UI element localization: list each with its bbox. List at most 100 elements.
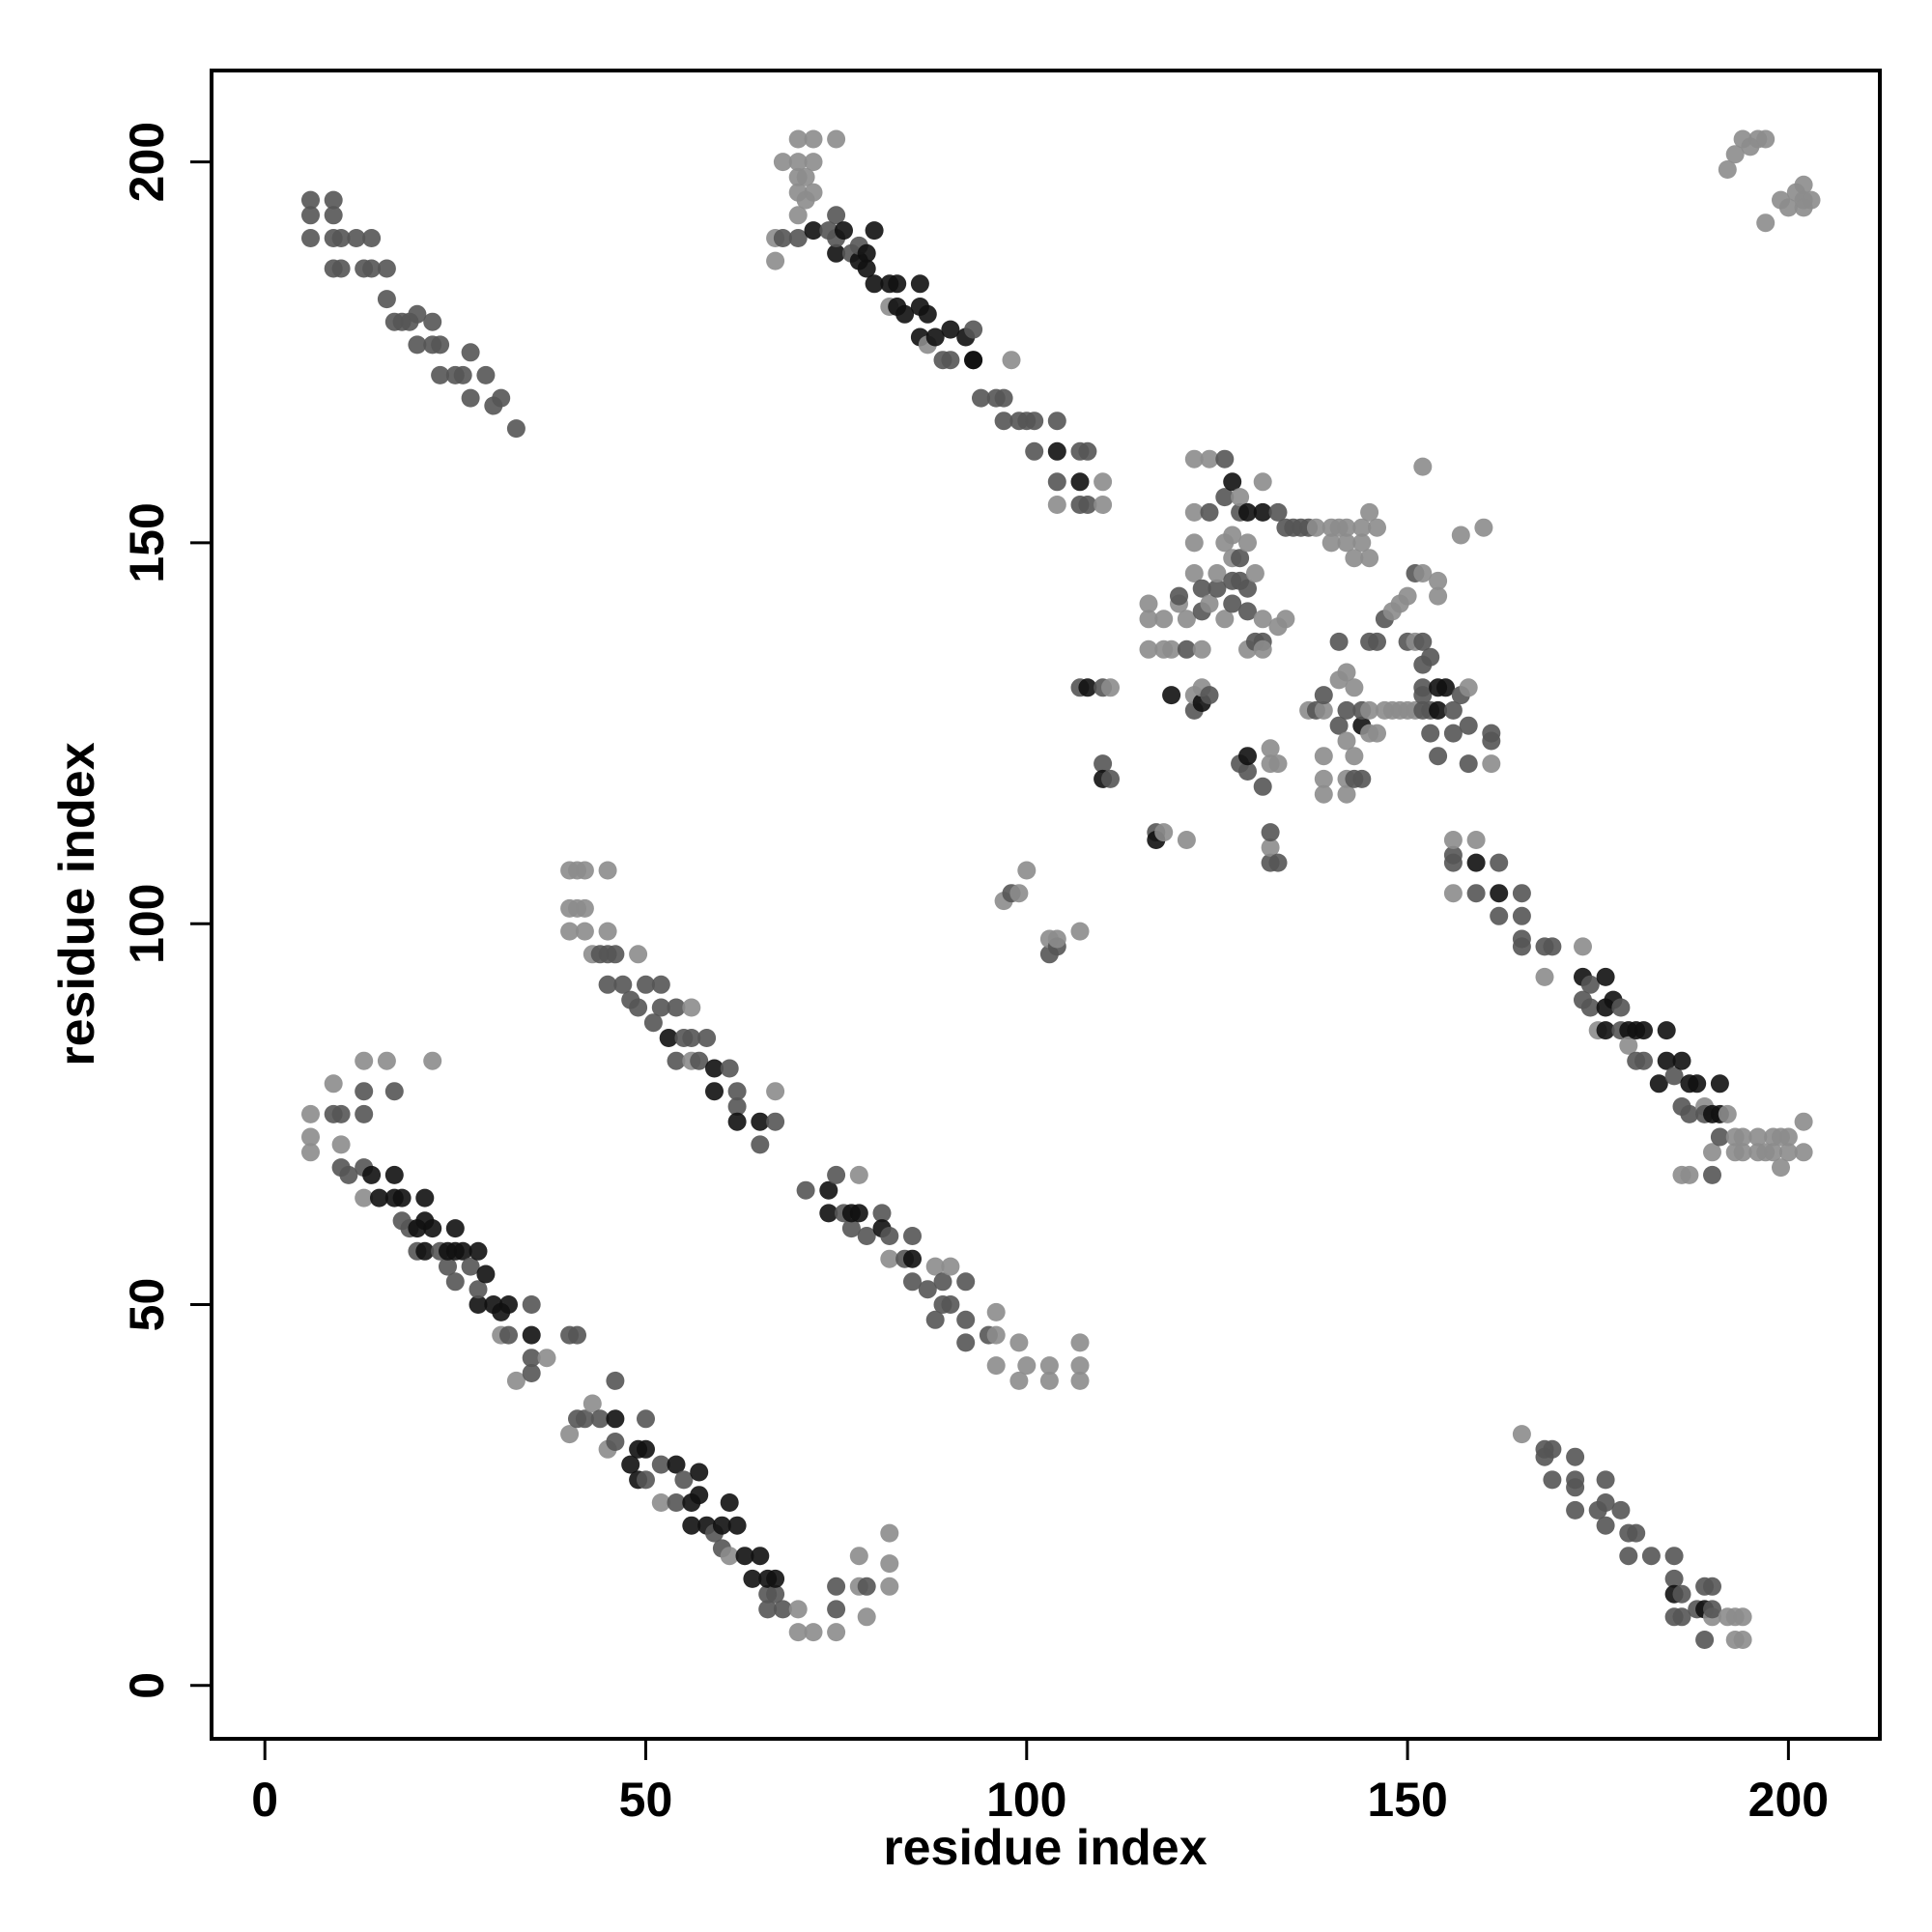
data-point [1368, 518, 1386, 537]
data-point [423, 1219, 442, 1238]
data-point [796, 167, 815, 186]
data-point [827, 1577, 846, 1596]
data-point [1238, 502, 1257, 522]
data-point [613, 975, 633, 994]
data-point [1710, 1074, 1729, 1094]
data-point [606, 945, 625, 964]
data-point [1177, 610, 1196, 629]
data-point [1368, 724, 1386, 743]
data-point [606, 1409, 625, 1429]
data-point [461, 343, 480, 362]
data-point [1017, 861, 1037, 880]
data-point [1733, 1127, 1752, 1147]
data-point [1208, 564, 1227, 582]
data-point [629, 945, 648, 964]
data-point [331, 1135, 351, 1154]
data-point [1329, 716, 1349, 735]
data-point [1543, 937, 1562, 956]
data-point [1184, 564, 1204, 582]
data-point [1634, 1021, 1653, 1040]
data-point [788, 229, 808, 247]
data-point [1778, 198, 1798, 217]
data-point [925, 1310, 945, 1329]
data-point [690, 1051, 709, 1070]
data-point [1718, 1104, 1737, 1123]
data-point [1184, 449, 1204, 469]
data-point [1215, 488, 1235, 507]
data-point [1238, 602, 1257, 621]
data-point [880, 1523, 899, 1543]
data-point [1078, 496, 1097, 514]
data-point [1764, 1143, 1783, 1162]
data-point [1039, 1371, 1059, 1390]
data-point [637, 1409, 655, 1429]
x-tick-label: 200 [1748, 1773, 1829, 1827]
data-point [301, 1143, 320, 1162]
y-tick-label: 100 [120, 883, 174, 963]
data-point [895, 304, 915, 324]
data-point [712, 1516, 731, 1535]
data-point [796, 1180, 815, 1200]
data-point [1337, 663, 1356, 682]
data-point [1482, 724, 1501, 743]
data-point [827, 1600, 846, 1619]
data-point [1238, 579, 1257, 598]
data-point [865, 274, 884, 294]
data-point [1009, 1333, 1029, 1352]
data-point [370, 1188, 388, 1208]
data-point [1184, 533, 1204, 553]
data-point [1443, 724, 1463, 743]
data-point [1360, 700, 1379, 720]
data-point [590, 1409, 610, 1429]
data-point [1413, 564, 1433, 582]
x-tick-label: 50 [619, 1773, 673, 1827]
data-point [690, 1486, 709, 1505]
data-point [461, 388, 480, 408]
data-point [1245, 564, 1264, 582]
data-point [331, 229, 351, 247]
data-point [598, 922, 617, 941]
data-point [1413, 678, 1433, 697]
data-point [849, 1547, 868, 1566]
data-point [1070, 1333, 1090, 1352]
data-point [857, 1227, 876, 1245]
data-point [575, 898, 594, 918]
y-axis: 0 50 100 150 200 [120, 122, 212, 1699]
data-point [1566, 1478, 1585, 1497]
data-point [941, 1257, 960, 1276]
data-point [766, 251, 785, 270]
data-point [575, 922, 594, 941]
data-point [751, 1112, 770, 1131]
data-point [637, 1439, 655, 1459]
data-point [964, 351, 983, 370]
data-point [1306, 518, 1325, 537]
data-point [735, 1547, 754, 1566]
data-point [1611, 1500, 1631, 1520]
data-point [522, 1325, 541, 1345]
data-point [453, 1241, 472, 1261]
data-point [1314, 747, 1333, 766]
data-point [355, 1188, 374, 1208]
data-point [727, 1097, 747, 1116]
data-point [377, 290, 396, 309]
data-point [880, 1249, 899, 1268]
data-point [880, 1577, 899, 1596]
data-point [1459, 754, 1478, 774]
data-point [1337, 731, 1356, 751]
data-point [1627, 1523, 1646, 1543]
data-point [1778, 1143, 1798, 1162]
data-point [925, 327, 945, 347]
data-point [445, 1272, 465, 1292]
data-point [956, 1333, 976, 1352]
data-point [1017, 1356, 1037, 1376]
data-point [643, 1013, 663, 1033]
data-point [766, 1569, 785, 1588]
data-point [1474, 518, 1493, 537]
data-point [492, 388, 511, 408]
data-point [431, 365, 450, 384]
data-point [972, 388, 990, 408]
data-point [560, 922, 580, 941]
data-point [1443, 700, 1463, 720]
data-point [835, 221, 853, 241]
data-point [827, 206, 846, 225]
